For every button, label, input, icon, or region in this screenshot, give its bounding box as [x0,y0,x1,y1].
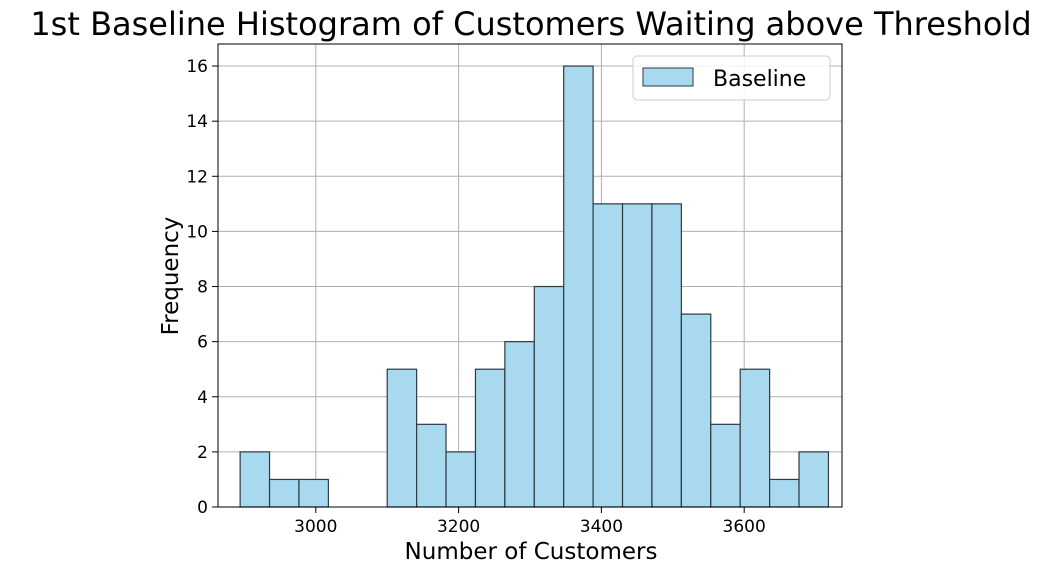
y-tick-label: 8 [197,278,208,298]
histogram-bar [769,478,800,508]
x-tick-label: 3400 [580,517,623,537]
histogram-bar [474,368,506,508]
y-tick-label: 16 [186,57,208,77]
histogram-bar [386,368,418,508]
histogram-bar [533,285,565,508]
histogram-bar [445,451,477,508]
x-tick-label: 3200 [437,517,480,537]
plot-frame [217,43,843,508]
y-axis-ticks: 0 2 4 6 8 10 12 14 16 [186,57,218,518]
y-tick-label: 0 [197,498,208,518]
x-axis-label: Number of Customers [405,539,658,565]
histogram-bar [621,203,653,508]
y-tick-label: 14 [186,112,208,132]
histogram-bar [680,313,712,508]
histogram-bar [651,203,682,508]
legend-swatch [642,67,694,87]
histogram-bar [798,451,830,508]
y-axis-label: Frequency [158,217,184,336]
histogram-bar [416,423,447,508]
histogram-bar [504,341,535,508]
y-tick-label: 4 [197,388,208,408]
y-tick-label: 2 [197,443,208,463]
x-tick-label: 3600 [723,517,766,537]
histogram-bars [239,65,830,508]
histogram-bar [592,203,624,508]
histogram-bar [239,451,271,508]
chart-title: 1st Baseline Histogram of Customers Wait… [30,5,1031,43]
histogram-bar [298,478,329,508]
legend-box [632,55,831,101]
x-axis-ticks: 3000 3200 3400 3600 [294,507,766,537]
histogram-bar [710,423,741,508]
y-tick-label: 6 [197,333,208,353]
histogram-bar [739,368,771,508]
y-tick-label: 10 [186,222,208,242]
x-tick-label: 3000 [294,517,337,537]
histogram-bar [268,478,300,508]
legend-label: Baseline [713,67,806,92]
histogram-bar [563,65,594,508]
legend: Baseline [632,55,831,101]
y-tick-label: 12 [186,167,208,187]
